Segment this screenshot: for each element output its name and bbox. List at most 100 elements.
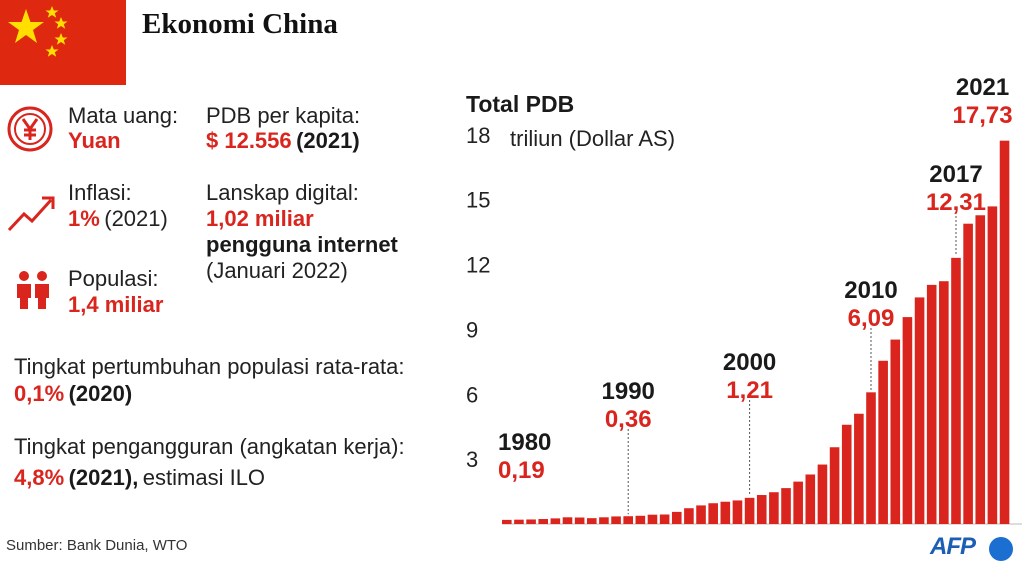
currency-label: Mata uang:: [68, 103, 179, 128]
chart-unit-label: triliun (Dollar AS): [510, 126, 675, 151]
annotation-year-1980: 1980: [498, 429, 551, 456]
flag-small-star: [54, 33, 68, 45]
bar-2020: [987, 206, 998, 524]
bar-2006: [817, 464, 828, 524]
bar-1985: [562, 517, 573, 524]
yen-icon: [6, 105, 54, 158]
bar-2017: [951, 257, 961, 524]
bar-2012: [890, 339, 901, 524]
bar-1987: [586, 518, 597, 524]
bar-2011: [878, 360, 888, 524]
y-tick-label: 15: [466, 188, 490, 213]
flag-small-star: [45, 45, 59, 57]
annotation-value-1990: 0,36: [605, 406, 652, 433]
bar-1994: [671, 511, 682, 524]
annotation-year-2000: 2000: [723, 349, 776, 376]
annotation-value-1980: 0,19: [498, 457, 545, 484]
pop-growth-label: Tingkat pertumbuhan populasi rata-rata:: [14, 354, 405, 379]
bar-1983: [538, 519, 549, 524]
bar-2010: [866, 392, 876, 524]
unemployment-label: Tingkat pengangguran (angkatan kerja):: [14, 434, 405, 459]
y-tick-label: 6: [466, 382, 478, 407]
chart-title: Total PDB: [466, 91, 574, 117]
bar-1992: [647, 514, 658, 524]
bar-1980: [502, 519, 512, 524]
y-tick-label: 9: [466, 317, 478, 342]
inflation-label: Inflasi:: [68, 180, 132, 205]
bar-2004: [793, 481, 803, 524]
currency-value: Yuan: [68, 128, 121, 153]
y-ticks: 18 15 12 9 6 3: [466, 123, 490, 472]
inflation-year: (2021): [104, 206, 168, 231]
pop-growth-row: 0,1% (2020): [14, 381, 132, 407]
bar-2003: [781, 488, 791, 524]
bar-1982: [526, 519, 536, 524]
annotation-year-1990: 1990: [602, 378, 655, 405]
annotation-value-2010: 6,09: [848, 305, 895, 332]
afp-logo: AFP: [930, 533, 976, 560]
flag-big-star: [8, 9, 44, 43]
bar-1999: [732, 500, 743, 524]
pop-growth-year: (2020): [68, 381, 133, 406]
gdp-per-capita-label: PDB per kapita:: [206, 103, 361, 128]
bar-1984: [550, 518, 561, 524]
bar-1997: [708, 503, 718, 524]
annotation-value-2000: 1,21: [726, 377, 773, 404]
bar-2009: [854, 413, 864, 524]
bar-1986: [574, 517, 585, 524]
bar-1998: [720, 501, 731, 524]
annotation-value-2021: 17,73: [953, 102, 1013, 129]
flag-small-star: [45, 6, 59, 18]
y-tick-label: 3: [466, 447, 478, 472]
bar-1991: [635, 515, 646, 524]
unemployment-row: 4,8% (2021), estimasi ILO: [14, 465, 265, 491]
bar-2015: [926, 284, 937, 524]
source-note: Sumber: Bank Dunia, WTO: [6, 537, 188, 554]
annotation-value-2017: 12,31: [926, 189, 986, 216]
digital-value: 1,02 miliar: [206, 206, 314, 231]
trend-up-icon: [6, 190, 56, 241]
bar-1989: [611, 516, 621, 524]
y-tick-label: 18: [466, 123, 490, 148]
digital-value-2: pengguna internet: [206, 232, 398, 257]
bar-1988: [599, 517, 609, 524]
annotation-leaders: [627, 212, 957, 515]
population-value: 1,4 miliar: [68, 292, 164, 317]
annotation-year-2017: 2017: [929, 161, 982, 188]
bar-2007: [829, 447, 840, 524]
digital-note: (Januari 2022): [206, 258, 348, 283]
bar-1996: [696, 505, 706, 524]
china-flag: [0, 0, 126, 85]
bars: [502, 140, 1010, 524]
bar-1990: [623, 516, 633, 524]
unemployment-note: estimasi ILO: [142, 465, 266, 490]
bar-2013: [902, 317, 913, 524]
afp-logo-dot: [989, 537, 1013, 561]
page-title: Ekonomi China: [142, 8, 338, 40]
bar-1993: [659, 514, 670, 524]
bar-2014: [914, 297, 925, 524]
flag-stars: [8, 6, 68, 57]
bar-2021: [999, 140, 1010, 524]
inflation-row: 1% (2021): [68, 206, 168, 232]
annotation-year-2021: 2021: [956, 74, 1009, 101]
bar-2019: [975, 215, 986, 524]
bar-2002: [769, 492, 779, 524]
bar-2018: [963, 223, 973, 524]
inflation-value: 1%: [68, 206, 100, 231]
gdp-per-capita-value: $ 12.556: [206, 128, 292, 153]
pop-growth-value: 0,1%: [14, 381, 65, 406]
bar-2016: [939, 281, 949, 524]
gdp-bar-chart: Total PDB triliun (Dollar AS) 181512963 …: [466, 74, 1022, 525]
unemployment-value: 4,8%: [14, 465, 65, 490]
bar-2001: [756, 495, 767, 524]
people-icon: [14, 270, 52, 315]
bar-2008: [841, 424, 852, 524]
y-tick-label: 12: [466, 253, 490, 278]
bar-2005: [805, 474, 816, 524]
annotation-year-2010: 2010: [844, 277, 897, 304]
bar-1981: [514, 519, 524, 524]
digital-label: Lanskap digital:: [206, 180, 359, 205]
population-label: Populasi:: [68, 266, 159, 291]
